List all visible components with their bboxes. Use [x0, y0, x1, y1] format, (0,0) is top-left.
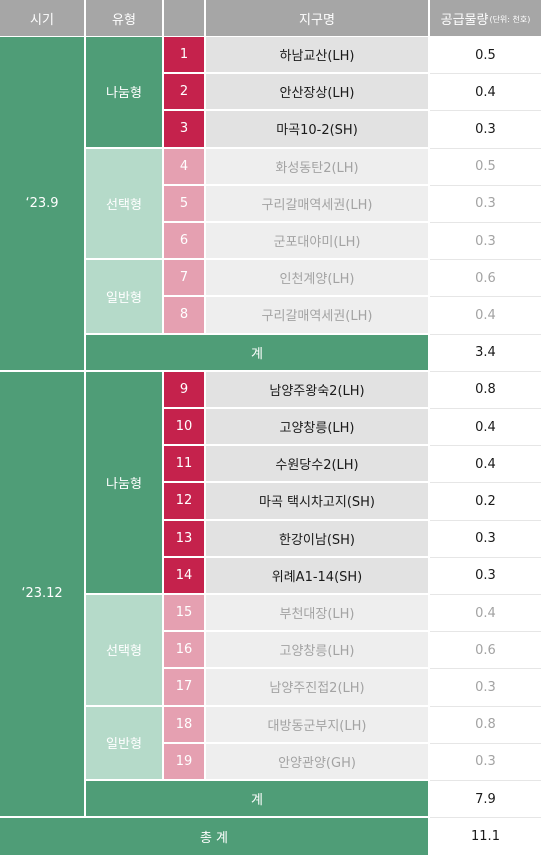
supply-value: 0.8	[430, 706, 541, 744]
supply-value: 0.2	[430, 483, 541, 521]
supply-value: 0.3	[430, 223, 541, 261]
subtotal-label: 계	[86, 334, 430, 372]
row-number: 19	[164, 743, 206, 781]
supply-value: 0.3	[430, 557, 541, 595]
subtotal-label: 계	[86, 781, 430, 819]
supply-value: 0.6	[430, 632, 541, 670]
district-name: 남양주진접2(LH)	[206, 669, 430, 707]
row-number: 15	[164, 595, 206, 633]
supply-value: 0.6	[430, 260, 541, 298]
supply-value: 0.3	[430, 111, 541, 149]
district-name: 남양주왕숙2(LH)	[206, 371, 430, 409]
row-number: 13	[164, 520, 206, 558]
header-supply-unit: (단위: 천호)	[489, 15, 531, 24]
supply-value: 0.4	[430, 446, 541, 484]
type-label: 선택형	[86, 595, 164, 707]
district-name: 고양창릉(LH)	[206, 632, 430, 670]
row-number: 18	[164, 706, 206, 744]
district-name: 하남교산(LH)	[206, 37, 430, 75]
subtotal-value: 3.4	[430, 334, 541, 372]
row-number: 16	[164, 632, 206, 670]
row-number: 8	[164, 297, 206, 335]
total-label: 총 계	[0, 818, 430, 855]
supply-value: 0.4	[430, 74, 541, 112]
supply-value: 0.5	[430, 148, 541, 186]
row-number: 12	[164, 483, 206, 521]
district-name: 수원당수2(LH)	[206, 446, 430, 484]
supply-value: 0.3	[430, 669, 541, 707]
header-type: 유형	[86, 0, 164, 36]
district-name: 안산장상(LH)	[206, 74, 430, 112]
row-number: 4	[164, 148, 206, 186]
header-number	[164, 0, 206, 36]
header-supply-label: 공급물량	[440, 12, 489, 28]
supply-value: 0.3	[430, 185, 541, 223]
row-number: 17	[164, 669, 206, 707]
district-name: 인천계양(LH)	[206, 260, 430, 298]
type-label: 선택형	[86, 148, 164, 261]
supply-value: 0.3	[430, 743, 541, 781]
type-label: 일반형	[86, 706, 164, 781]
district-name: 구리갈매역세권(LH)	[206, 185, 430, 223]
district-name: 한강이남(SH)	[206, 520, 430, 558]
district-name: 화성동탄2(LH)	[206, 148, 430, 186]
subtotal-value: 7.9	[430, 781, 541, 819]
row-number: 11	[164, 446, 206, 484]
period-label: ‘23.12	[0, 371, 86, 819]
row-number: 9	[164, 371, 206, 409]
type-label: 나눔형	[86, 37, 164, 149]
total-value: 11.1	[430, 818, 541, 855]
row-number: 10	[164, 409, 206, 447]
supply-value: 0.8	[430, 371, 541, 409]
district-name: 대방동군부지(LH)	[206, 706, 430, 744]
supply-value: 0.4	[430, 595, 541, 633]
district-name: 안양관양(GH)	[206, 743, 430, 781]
district-name: 마곡 택시차고지(SH)	[206, 483, 430, 521]
row-number: 1	[164, 37, 206, 75]
district-name: 마곡10-2(SH)	[206, 111, 430, 149]
row-number: 2	[164, 74, 206, 112]
supply-value: 0.4	[430, 409, 541, 447]
row-number: 7	[164, 260, 206, 298]
type-label: 일반형	[86, 260, 164, 335]
type-label: 나눔형	[86, 371, 164, 595]
header-period: 시기	[0, 0, 86, 36]
district-name: 부천대장(LH)	[206, 595, 430, 633]
district-name: 군포대야미(LH)	[206, 223, 430, 261]
supply-value: 0.5	[430, 37, 541, 75]
district-name: 위례A1-14(SH)	[206, 557, 430, 595]
supply-value: 0.4	[430, 297, 541, 335]
row-number: 14	[164, 557, 206, 595]
district-name: 구리갈매역세권(LH)	[206, 297, 430, 335]
period-label: ‘23.9	[0, 37, 86, 372]
supply-value: 0.3	[430, 520, 541, 558]
header-district: 지구명	[206, 0, 430, 36]
header-supply: 공급물량 (단위: 천호)	[430, 0, 541, 36]
row-number: 6	[164, 223, 206, 261]
district-name: 고양창릉(LH)	[206, 409, 430, 447]
row-number: 5	[164, 185, 206, 223]
row-number: 3	[164, 111, 206, 149]
